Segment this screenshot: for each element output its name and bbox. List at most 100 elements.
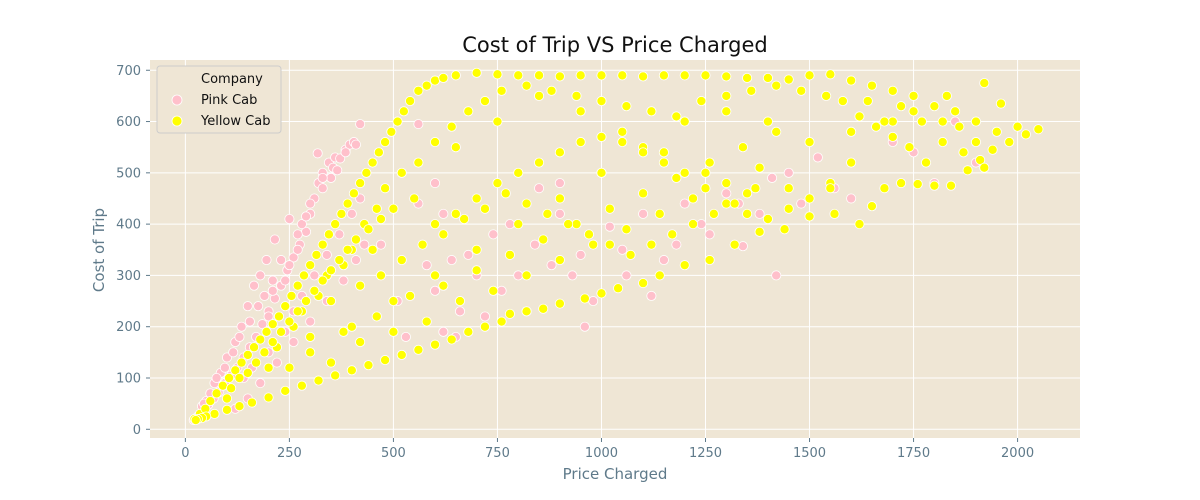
point-yellow-cab	[263, 392, 274, 403]
point-yellow-cab	[438, 280, 449, 291]
point-yellow-cab	[259, 347, 270, 358]
point-yellow-cab	[513, 219, 524, 230]
point-pink-cab	[513, 270, 524, 281]
point-pink-cab	[546, 260, 557, 271]
y-tick-label: 300	[116, 269, 141, 284]
point-yellow-cab	[504, 308, 515, 319]
point-yellow-cab	[554, 71, 565, 82]
point-yellow-cab	[546, 85, 557, 96]
point-yellow-cab	[267, 319, 278, 330]
point-yellow-cab	[430, 219, 441, 230]
point-yellow-cab	[263, 362, 274, 373]
point-yellow-cab	[908, 90, 919, 101]
point-yellow-cab	[492, 69, 503, 80]
point-yellow-cab	[242, 367, 253, 378]
point-yellow-cab	[638, 147, 649, 158]
point-yellow-cab	[471, 67, 482, 78]
point-yellow-cab	[575, 70, 586, 81]
point-yellow-cab	[273, 311, 284, 322]
point-yellow-cab	[205, 396, 216, 407]
point-yellow-cab	[596, 96, 607, 107]
x-tick-label: 750	[485, 446, 510, 461]
point-yellow-cab	[638, 188, 649, 199]
point-yellow-cab	[190, 415, 201, 426]
point-yellow-cab	[721, 178, 732, 189]
point-yellow-cab	[970, 137, 981, 148]
point-yellow-cab	[334, 255, 345, 266]
point-yellow-cab	[654, 270, 665, 281]
point-yellow-cab	[588, 239, 599, 250]
point-yellow-cab	[471, 193, 482, 204]
point-pink-cab	[671, 239, 682, 250]
points-layer	[188, 67, 1044, 426]
y-tick-label: 700	[116, 64, 141, 79]
point-pink-cab	[554, 178, 565, 189]
point-yellow-cab	[554, 298, 565, 309]
point-pink-cab	[271, 357, 282, 368]
point-pink-cab	[488, 229, 499, 240]
point-pink-cab	[496, 285, 507, 296]
legend-box	[156, 65, 282, 134]
point-pink-cab	[259, 290, 270, 301]
point-pink-cab	[296, 219, 307, 230]
point-yellow-cab	[658, 157, 669, 168]
point-pink-cab	[326, 172, 337, 183]
point-yellow-cab	[413, 344, 424, 355]
point-yellow-cab	[350, 234, 361, 245]
point-yellow-cab	[896, 101, 907, 112]
point-yellow-cab	[970, 116, 981, 127]
point-yellow-cab	[479, 96, 490, 107]
point-pink-cab	[721, 188, 732, 199]
point-pink-cab	[350, 139, 361, 150]
point-yellow-cab	[721, 106, 732, 117]
x-tick-label: 1750	[897, 446, 930, 461]
point-yellow-cab	[471, 265, 482, 276]
point-yellow-cab	[355, 337, 366, 348]
point-pink-cab	[737, 241, 748, 252]
point-yellow-cab	[866, 80, 877, 91]
point-yellow-cab	[224, 372, 235, 383]
point-pink-cab	[267, 285, 278, 296]
point-pink-cab	[421, 260, 432, 271]
point-yellow-cab	[234, 401, 245, 412]
y-tick-label: 200	[116, 320, 141, 335]
point-pink-cab	[646, 290, 657, 301]
point-pink-cab	[284, 260, 295, 271]
point-yellow-cab	[242, 349, 253, 360]
point-yellow-cab	[746, 85, 757, 96]
point-yellow-cab	[267, 337, 278, 348]
point-yellow-cab	[398, 106, 409, 117]
point-pink-cab	[280, 275, 291, 286]
point-yellow-cab	[492, 178, 503, 189]
point-yellow-cab	[671, 111, 682, 122]
point-pink-cab	[301, 211, 312, 222]
point-pink-cab	[355, 119, 366, 130]
point-yellow-cab	[311, 249, 322, 260]
point-pink-cab	[284, 213, 295, 224]
point-yellow-cab	[286, 290, 297, 301]
point-yellow-cab	[563, 219, 574, 230]
point-yellow-cab	[479, 203, 490, 214]
point-pink-cab	[454, 306, 465, 317]
point-yellow-cab	[417, 239, 428, 250]
point-yellow-cab	[762, 213, 773, 224]
point-yellow-cab	[783, 203, 794, 214]
point-yellow-cab	[1004, 137, 1015, 148]
point-yellow-cab	[604, 203, 615, 214]
point-pink-cab	[305, 198, 316, 209]
point-yellow-cab	[796, 85, 807, 96]
point-yellow-cab	[979, 162, 990, 173]
point-yellow-cab	[596, 167, 607, 178]
point-yellow-cab	[679, 167, 690, 178]
point-pink-cab	[796, 198, 807, 209]
point-yellow-cab	[679, 116, 690, 127]
point-pink-cab	[658, 255, 669, 266]
point-pink-cab	[413, 119, 424, 130]
point-yellow-cab	[513, 70, 524, 81]
point-yellow-cab	[326, 296, 337, 307]
point-yellow-cab	[896, 178, 907, 189]
point-yellow-cab	[854, 219, 865, 230]
point-yellow-cab	[991, 126, 1002, 137]
point-yellow-cab	[298, 270, 309, 281]
point-yellow-cab	[887, 116, 898, 127]
